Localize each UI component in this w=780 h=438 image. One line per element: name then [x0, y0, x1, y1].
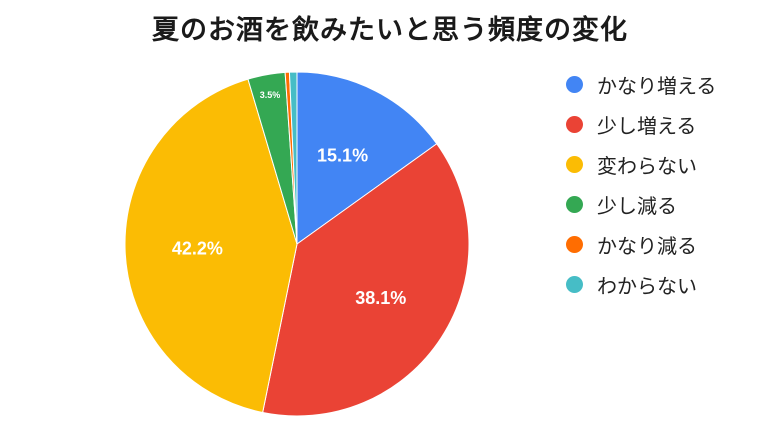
legend-swatch [566, 235, 583, 253]
pie-slice-2 [124, 78, 298, 414]
legend: かなり増える 少し増える変わらない少し減るかなり減るわからない [566, 64, 716, 304]
legend-label: 少し減る [597, 193, 677, 218]
pie-data-label-0: 15.1% [317, 145, 368, 165]
legend-label: わからない [597, 273, 697, 298]
legend-item-4: かなり減る [566, 224, 716, 264]
pie-slices [124, 71, 470, 417]
legend-swatch [566, 75, 583, 93]
legend-item-0: かなり増える [566, 64, 716, 104]
chart-title: 夏のお酒を飲みたいと思う頻度の変化 [152, 15, 628, 46]
pie-slice-5 [288, 71, 298, 245]
pie-data-label-1: 38.1% [355, 288, 406, 308]
pie-data-label-2: 42.2% [172, 238, 223, 258]
legend-label: 少し増える [597, 113, 697, 138]
legend-swatch [566, 115, 583, 133]
legend-label: 変わらない [597, 153, 697, 178]
legend-item-5: わからない [566, 264, 716, 304]
legend-item-1: 少し増える [566, 104, 716, 144]
legend-swatch [566, 275, 583, 293]
legend-swatch [566, 195, 583, 213]
pie-data-labels: 15.1% 38.1% 42.2% 3.5% [172, 90, 406, 308]
pie-slice-0 [296, 71, 438, 245]
legend-swatch [566, 155, 583, 173]
legend-label: かなり増える [597, 73, 717, 98]
legend-item-3: 少し減る [566, 184, 716, 224]
pie-data-label-3: 3.5% [260, 90, 281, 100]
legend-item-2: 変わらない [566, 144, 716, 184]
legend-label: かなり減る [597, 233, 697, 258]
pie-slice-1 [262, 143, 470, 417]
